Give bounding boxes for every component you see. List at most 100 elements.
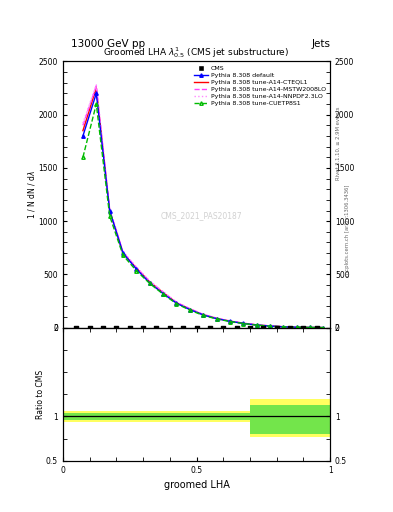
Pythia 8.308 tune-A14-NNPDF2.3LO bbox=[308, 325, 312, 331]
Pythia 8.308 tune-A14-NNPDF2.3LO bbox=[81, 120, 85, 126]
Pythia 8.308 tune-A14-NNPDF2.3LO bbox=[214, 315, 219, 321]
Pythia 8.308 default bbox=[147, 280, 152, 286]
X-axis label: groomed LHA: groomed LHA bbox=[163, 480, 230, 490]
Pythia 8.308 tune-A14-CTEQL1 bbox=[107, 207, 112, 214]
Pythia 8.308 tune-A14-CTEQL1 bbox=[94, 85, 99, 91]
Pythia 8.308 tune-A14-MSTW2008LO bbox=[281, 324, 286, 330]
Pythia 8.308 default bbox=[214, 315, 219, 322]
Pythia 8.308 default bbox=[94, 90, 99, 96]
Pythia 8.308 tune-A14-MSTW2008LO bbox=[161, 289, 165, 295]
Pythia 8.308 tune-A14-NNPDF2.3LO bbox=[294, 324, 299, 330]
Pythia 8.308 tune-CUETP8S1 bbox=[121, 252, 125, 259]
Pythia 8.308 tune-A14-MSTW2008LO bbox=[147, 279, 152, 285]
Pythia 8.308 default bbox=[187, 307, 192, 313]
Pythia 8.308 tune-A14-NNPDF2.3LO bbox=[161, 289, 165, 295]
Pythia 8.308 tune-A14-CTEQL1 bbox=[308, 325, 312, 331]
Pythia 8.308 tune-A14-CTEQL1 bbox=[241, 320, 246, 326]
Pythia 8.308 tune-A14-MSTW2008LO bbox=[321, 325, 326, 331]
Pythia 8.308 tune-A14-NNPDF2.3LO bbox=[268, 323, 272, 329]
Point bbox=[300, 324, 307, 332]
Pythia 8.308 tune-CUETP8S1 bbox=[281, 324, 286, 330]
Pythia 8.308 tune-A14-NNPDF2.3LO bbox=[121, 248, 125, 254]
Pythia 8.308 tune-A14-NNPDF2.3LO bbox=[241, 320, 246, 326]
Pythia 8.308 default bbox=[201, 312, 206, 318]
Point bbox=[180, 324, 186, 332]
Pythia 8.308 tune-A14-MSTW2008LO bbox=[254, 322, 259, 328]
Point bbox=[86, 324, 93, 332]
Point bbox=[193, 324, 200, 332]
Pythia 8.308 tune-A14-NNPDF2.3LO bbox=[201, 311, 206, 317]
Pythia 8.308 default bbox=[294, 324, 299, 330]
Pythia 8.308 tune-CUETP8S1 bbox=[294, 324, 299, 330]
Y-axis label: Ratio to CMS: Ratio to CMS bbox=[35, 370, 44, 419]
Pythia 8.308 tune-CUETP8S1 bbox=[228, 318, 232, 325]
Pythia 8.308 tune-A14-MSTW2008LO bbox=[268, 323, 272, 329]
Pythia 8.308 tune-CUETP8S1 bbox=[94, 101, 99, 107]
Pythia 8.308 tune-A14-CTEQL1 bbox=[268, 323, 272, 329]
Point bbox=[233, 324, 240, 332]
Pythia 8.308 tune-A14-NNPDF2.3LO bbox=[147, 278, 152, 284]
Pythia 8.308 tune-CUETP8S1 bbox=[81, 154, 85, 160]
Point bbox=[167, 324, 173, 332]
Pythia 8.308 tune-A14-CTEQL1 bbox=[214, 315, 219, 322]
Pythia 8.308 tune-CUETP8S1 bbox=[214, 316, 219, 322]
Pythia 8.308 default bbox=[254, 322, 259, 328]
Text: 13000 GeV pp: 13000 GeV pp bbox=[71, 38, 145, 49]
Pythia 8.308 tune-A14-CTEQL1 bbox=[281, 324, 286, 330]
Point bbox=[260, 324, 266, 332]
Pythia 8.308 tune-A14-CTEQL1 bbox=[134, 265, 139, 271]
Pythia 8.308 tune-CUETP8S1 bbox=[161, 291, 165, 297]
Pythia 8.308 tune-A14-CTEQL1 bbox=[161, 289, 165, 295]
Line: Pythia 8.308 tune-A14-MSTW2008LO: Pythia 8.308 tune-A14-MSTW2008LO bbox=[83, 86, 323, 328]
Pythia 8.308 tune-CUETP8S1 bbox=[107, 213, 112, 219]
Point bbox=[127, 324, 133, 332]
Pythia 8.308 tune-CUETP8S1 bbox=[321, 325, 326, 331]
Pythia 8.308 default bbox=[321, 325, 326, 331]
Pythia 8.308 tune-A14-NNPDF2.3LO bbox=[187, 306, 192, 312]
Pythia 8.308 default bbox=[134, 266, 139, 272]
Pythia 8.308 default bbox=[161, 290, 165, 296]
Line: Pythia 8.308 default: Pythia 8.308 default bbox=[81, 92, 325, 329]
Pythia 8.308 tune-A14-MSTW2008LO bbox=[187, 306, 192, 312]
Text: CMS_2021_PAS20187: CMS_2021_PAS20187 bbox=[161, 211, 242, 220]
Pythia 8.308 tune-A14-CTEQL1 bbox=[228, 318, 232, 324]
Pythia 8.308 default bbox=[81, 133, 85, 139]
Pythia 8.308 tune-A14-MSTW2008LO bbox=[241, 320, 246, 326]
Y-axis label: 1 / $\mathrm{N}$ d$\mathrm{N}$ / d$\lambda$: 1 / $\mathrm{N}$ d$\mathrm{N}$ / d$\lamb… bbox=[26, 170, 37, 219]
Pythia 8.308 default bbox=[174, 300, 179, 306]
Pythia 8.308 tune-A14-NNPDF2.3LO bbox=[174, 299, 179, 305]
Pythia 8.308 tune-CUETP8S1 bbox=[268, 323, 272, 329]
Point bbox=[140, 324, 146, 332]
Pythia 8.308 tune-A14-CTEQL1 bbox=[294, 324, 299, 330]
Pythia 8.308 tune-A14-MSTW2008LO bbox=[174, 299, 179, 305]
Point bbox=[287, 324, 293, 332]
Pythia 8.308 tune-A14-MSTW2008LO bbox=[121, 249, 125, 255]
Pythia 8.308 tune-CUETP8S1 bbox=[308, 325, 312, 331]
Pythia 8.308 default bbox=[268, 323, 272, 329]
Pythia 8.308 tune-CUETP8S1 bbox=[241, 321, 246, 327]
Pythia 8.308 default bbox=[121, 250, 125, 256]
Pythia 8.308 tune-A14-CTEQL1 bbox=[321, 325, 326, 331]
Pythia 8.308 tune-A14-NNPDF2.3LO bbox=[321, 325, 326, 331]
Point bbox=[153, 324, 160, 332]
Pythia 8.308 tune-A14-CTEQL1 bbox=[187, 306, 192, 312]
Legend: CMS, Pythia 8.308 default, Pythia 8.308 tune-A14-CTEQL1, Pythia 8.308 tune-A14-M: CMS, Pythia 8.308 default, Pythia 8.308 … bbox=[193, 65, 327, 107]
Line: Pythia 8.308 tune-CUETP8S1: Pythia 8.308 tune-CUETP8S1 bbox=[81, 102, 325, 329]
Title: Groomed LHA $\lambda^{1}_{0.5}$ (CMS jet substructure): Groomed LHA $\lambda^{1}_{0.5}$ (CMS jet… bbox=[103, 46, 290, 60]
Point bbox=[100, 324, 106, 332]
Pythia 8.308 tune-A14-CTEQL1 bbox=[121, 250, 125, 256]
Pythia 8.308 default bbox=[308, 325, 312, 331]
Pythia 8.308 default bbox=[241, 321, 246, 327]
Pythia 8.308 tune-CUETP8S1 bbox=[187, 307, 192, 313]
Pythia 8.308 tune-A14-CTEQL1 bbox=[81, 127, 85, 134]
Point bbox=[247, 324, 253, 332]
Pythia 8.308 tune-A14-MSTW2008LO bbox=[308, 325, 312, 331]
Pythia 8.308 tune-A14-MSTW2008LO bbox=[294, 324, 299, 330]
Pythia 8.308 tune-A14-MSTW2008LO bbox=[134, 264, 139, 270]
Pythia 8.308 tune-A14-CTEQL1 bbox=[201, 312, 206, 318]
Point bbox=[113, 324, 119, 332]
Point bbox=[207, 324, 213, 332]
Pythia 8.308 tune-A14-NNPDF2.3LO bbox=[107, 205, 112, 211]
Pythia 8.308 tune-A14-CTEQL1 bbox=[174, 300, 179, 306]
Pythia 8.308 tune-CUETP8S1 bbox=[147, 281, 152, 287]
